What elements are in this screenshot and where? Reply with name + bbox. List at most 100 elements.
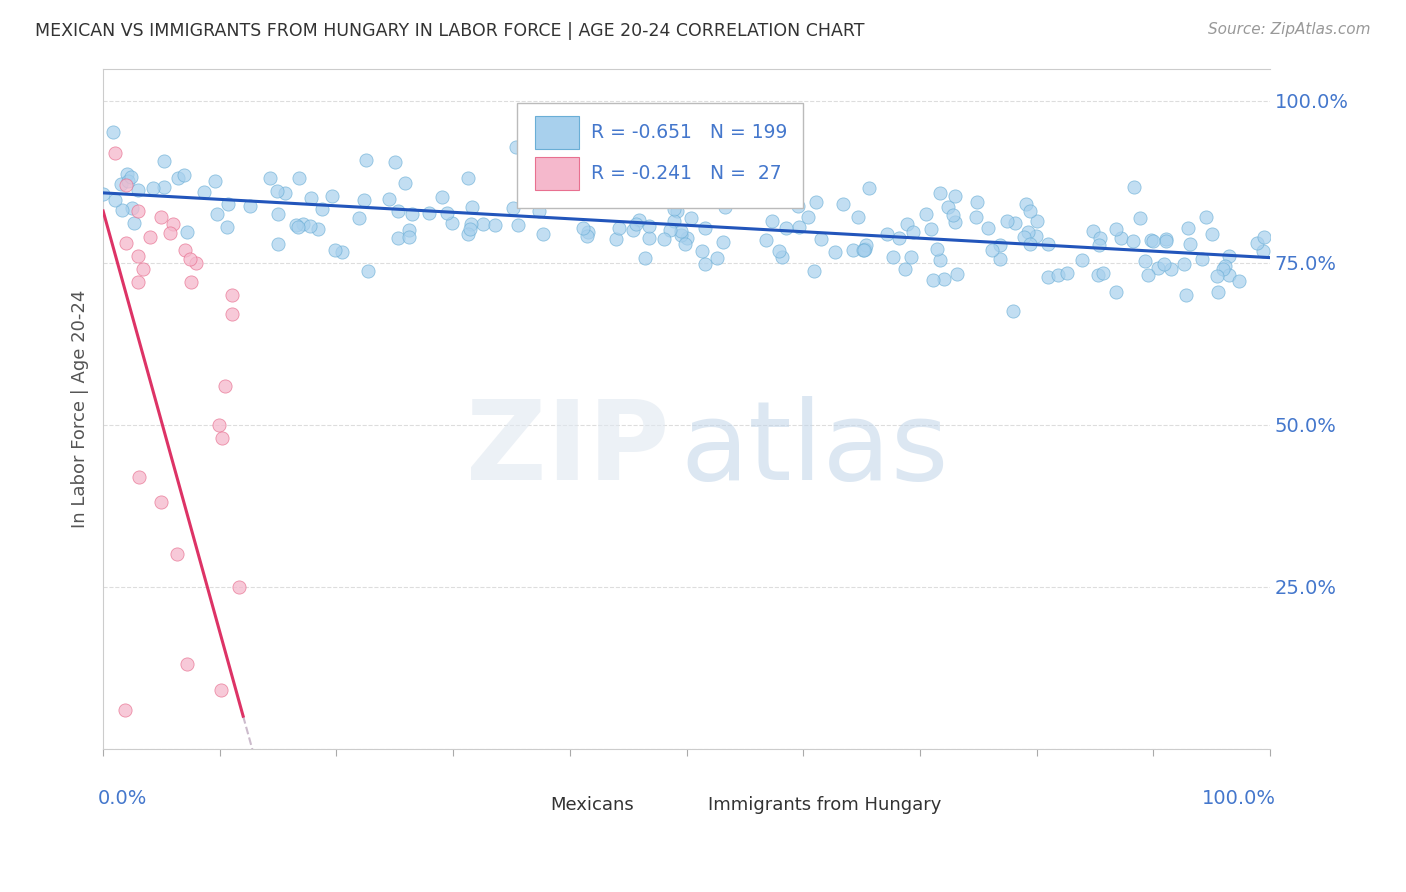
Bar: [517, 796, 543, 814]
Point: [673, 236, 696, 251]
Point: [418, 206, 440, 220]
Point: [665, 203, 688, 218]
Point: [217, 197, 239, 211]
Point: [104, 193, 127, 207]
Point: [299, 191, 322, 205]
Point: [149, 495, 172, 509]
Text: ZIP: ZIP: [465, 396, 669, 503]
Point: [1122, 234, 1144, 248]
Point: [115, 178, 138, 193]
Point: [472, 217, 495, 231]
Point: [761, 213, 783, 227]
Point: [1154, 231, 1177, 245]
Point: [921, 273, 943, 287]
Point: [111, 202, 134, 217]
Point: [458, 222, 481, 236]
Point: [353, 194, 375, 208]
Point: [659, 223, 682, 237]
Point: [457, 170, 479, 185]
Point: [965, 210, 987, 224]
Point: [711, 235, 734, 249]
Point: [1142, 234, 1164, 248]
Y-axis label: In Labor Force | Age 20-24: In Labor Force | Age 20-24: [72, 289, 89, 528]
Point: [664, 202, 686, 216]
Point: [943, 188, 966, 202]
Point: [502, 201, 524, 215]
Point: [505, 140, 527, 154]
Point: [540, 181, 562, 195]
Point: [274, 186, 297, 200]
Point: [124, 216, 146, 230]
Point: [966, 194, 988, 209]
Point: [132, 262, 155, 277]
Point: [943, 214, 966, 228]
Point: [266, 184, 288, 198]
Point: [1195, 210, 1218, 224]
Point: [104, 145, 127, 160]
Point: [115, 168, 138, 182]
Point: [1135, 253, 1157, 268]
Bar: [675, 796, 700, 814]
Point: [853, 242, 876, 256]
Point: [321, 188, 343, 202]
Point: [1122, 180, 1144, 194]
Point: [693, 221, 716, 235]
Point: [1109, 230, 1132, 244]
Point: [91, 187, 114, 202]
Point: [1026, 214, 1049, 228]
Point: [714, 200, 737, 214]
Point: [1175, 288, 1198, 302]
Point: [176, 657, 198, 672]
Point: [936, 200, 959, 214]
Point: [128, 469, 150, 483]
Point: [572, 220, 595, 235]
Point: [1160, 262, 1182, 277]
Point: [1201, 227, 1223, 242]
Point: [848, 210, 870, 224]
Point: [1036, 270, 1059, 285]
Point: [1091, 266, 1114, 280]
Point: [1001, 303, 1024, 318]
Point: [378, 192, 401, 206]
Point: [533, 227, 555, 241]
Point: [221, 307, 243, 321]
Point: [127, 249, 149, 263]
Point: [915, 207, 938, 221]
Point: [1140, 233, 1163, 247]
Point: [681, 211, 703, 225]
Point: [1180, 236, 1202, 251]
Point: [634, 251, 657, 265]
Point: [1212, 261, 1234, 276]
Text: 100.0%: 100.0%: [1202, 789, 1275, 808]
Text: atlas: atlas: [681, 396, 949, 503]
Point: [180, 275, 202, 289]
Point: [179, 252, 201, 266]
Point: [1136, 268, 1159, 283]
Point: [287, 219, 309, 234]
Point: [858, 181, 880, 195]
Point: [460, 217, 482, 231]
Point: [1153, 257, 1175, 271]
Point: [186, 256, 208, 270]
Point: [1083, 224, 1105, 238]
Point: [166, 547, 188, 561]
Point: [628, 213, 651, 227]
Point: [1177, 220, 1199, 235]
Point: [755, 181, 778, 195]
Point: [900, 250, 922, 264]
Point: [1218, 268, 1240, 282]
Point: [1056, 266, 1078, 280]
Point: [398, 223, 420, 237]
Point: [605, 232, 627, 246]
Point: [675, 230, 697, 244]
Point: [1218, 249, 1240, 263]
Point: [995, 214, 1018, 228]
Point: [775, 220, 797, 235]
Point: [387, 203, 409, 218]
Point: [824, 245, 846, 260]
Point: [876, 227, 898, 242]
Point: [1012, 230, 1035, 244]
Point: [267, 237, 290, 252]
Point: [1105, 222, 1128, 236]
Point: [1227, 274, 1250, 288]
